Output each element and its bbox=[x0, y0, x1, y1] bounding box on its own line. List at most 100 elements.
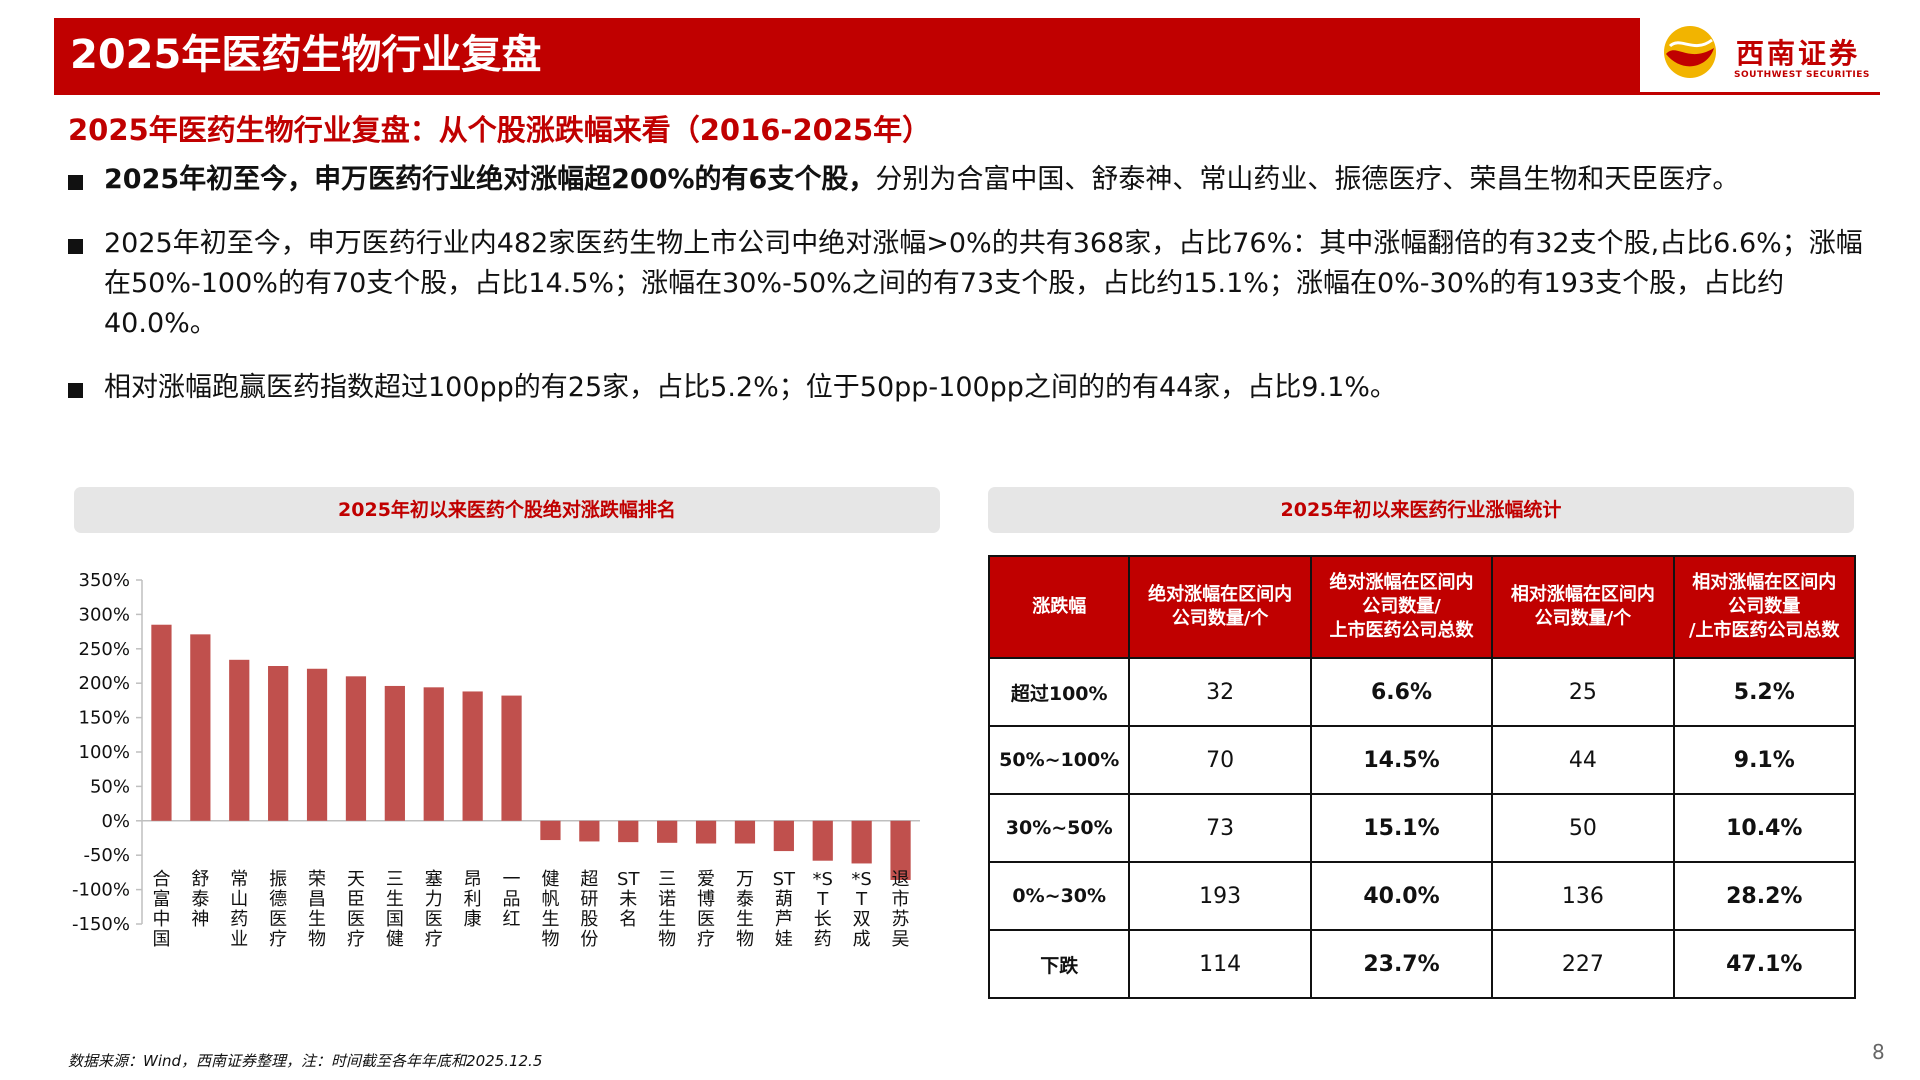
bar-chart: 350% 300% 250% 200% 150% 100% 50% 0% -50% -100% -1… bbox=[72, 570, 920, 935]
bullet-item: 2025年初至今，申万医药行业内482家医药生物上市公司中绝对涨幅>0%的共有3… bbox=[68, 224, 1878, 344]
table-cell: 32 bbox=[1128, 657, 1312, 727]
y-tick-label: -150% bbox=[72, 914, 130, 935]
bar bbox=[812, 820, 833, 861]
table-header-row: 涨跌幅 绝对涨幅在区间内 公司数量/个 绝对涨幅在区间内 公司数量/上市医药公司总数… bbox=[987, 555, 1857, 659]
table-cell: 193 bbox=[1128, 861, 1312, 931]
x-tick-label: 常山药业 bbox=[230, 868, 249, 950]
y-tick-label: -50% bbox=[83, 845, 130, 866]
bar bbox=[657, 820, 678, 843]
x-tick-label: 振德医疗 bbox=[269, 868, 288, 950]
bullet-item: 2025年初至今，申万医药行业绝对涨幅超200%的有6支个股，分别为合富中国、舒… bbox=[68, 160, 1878, 200]
y-tick-label: 300% bbox=[79, 604, 130, 625]
bar bbox=[890, 820, 911, 880]
x-tick-label: 舒泰神 bbox=[191, 868, 210, 930]
y-tick-label: -100% bbox=[72, 880, 130, 901]
bar bbox=[423, 687, 444, 821]
table-cell: 40.0% bbox=[1309, 861, 1494, 931]
table-cell: 6.6% bbox=[1309, 657, 1494, 727]
x-tick-label: 三诺生物 bbox=[658, 868, 677, 950]
page-title: 2025年医药生物行业复盘 bbox=[70, 32, 542, 78]
bullet-bold-text: 2025年初至今，申万医药行业绝对涨幅超200%的有6支个股， bbox=[104, 164, 876, 195]
table-row: 超过100% 32 6.6% 25 5.2% bbox=[987, 657, 1857, 727]
bullet-item: 相对涨幅跑赢医药指数超过100pp的有25家，占比5.2%；位于50pp-100… bbox=[68, 368, 1878, 408]
table-cell: 44 bbox=[1491, 725, 1675, 795]
header-bar: 2025年医药生物行业复盘 bbox=[54, 18, 1640, 92]
x-tick-label: ST葫芦娃 bbox=[772, 868, 796, 950]
table-header-cell: 相对涨幅在区间内 公司数量/个 bbox=[1491, 555, 1675, 659]
bar bbox=[151, 624, 172, 821]
source-footnote: 数据来源：Wind，西南证券整理，注：时间截至各年年底和2025.12.5 bbox=[68, 1052, 543, 1070]
bullet-square-icon bbox=[68, 175, 83, 190]
y-tick-label: 350% bbox=[79, 570, 130, 591]
page-number: 8 bbox=[1872, 1040, 1885, 1064]
bullet-text: 相对涨幅跑赢医药指数超过100pp的有25家，占比5.2%；位于50pp-100… bbox=[104, 372, 1397, 403]
y-tick-label: 100% bbox=[79, 742, 130, 763]
bar bbox=[501, 695, 522, 821]
bar bbox=[462, 691, 483, 821]
x-tick-label: *ST双成 bbox=[851, 868, 872, 950]
bar bbox=[579, 820, 600, 842]
table-cell-range: 50%~100% bbox=[987, 725, 1131, 795]
bullet-list: 2025年初至今，申万医药行业绝对涨幅超200%的有6支个股，分别为合富中国、舒… bbox=[68, 160, 1878, 432]
bar bbox=[384, 685, 405, 821]
company-logo: 西南证券 SOUTHWEST SECURITIES bbox=[1640, 18, 1880, 92]
x-tick-label: 万泰生物 bbox=[735, 868, 754, 950]
table-header-cell: 涨跌幅 bbox=[987, 555, 1131, 659]
table-cell: 10.4% bbox=[1672, 793, 1857, 863]
table-row: 50%~100% 70 14.5% 44 9.1% bbox=[987, 725, 1857, 795]
x-tick-label: 塞力医疗 bbox=[424, 868, 443, 950]
stats-table: 涨跌幅 绝对涨幅在区间内 公司数量/个 绝对涨幅在区间内 公司数量/上市医药公司总数… bbox=[987, 555, 1857, 999]
table-cell: 15.1% bbox=[1309, 793, 1494, 863]
logo-text-en: SOUTHWEST SECURITIES bbox=[1734, 70, 1870, 80]
table-cell: 23.7% bbox=[1309, 929, 1494, 999]
bar bbox=[540, 820, 561, 841]
table-cell: 73 bbox=[1128, 793, 1312, 863]
table-cell-range: 0%~30% bbox=[987, 861, 1131, 931]
bar bbox=[190, 634, 211, 821]
x-tick-label: 爱博医疗 bbox=[697, 868, 716, 950]
bullet-square-icon bbox=[68, 383, 83, 398]
table-cell: 5.2% bbox=[1672, 657, 1857, 727]
bar bbox=[695, 820, 717, 844]
bar bbox=[268, 666, 289, 821]
table-cell-range: 下跌 bbox=[987, 929, 1131, 999]
table-cell: 28.2% bbox=[1672, 861, 1857, 931]
table-cell: 114 bbox=[1128, 929, 1312, 999]
bullet-text: 分别为合富中国、舒泰神、常山药业、振德医疗、荣昌生物和天臣医疗。 bbox=[875, 164, 1740, 195]
bar bbox=[851, 820, 872, 864]
x-tick-label: 一品红 bbox=[502, 868, 521, 930]
bar bbox=[306, 668, 328, 821]
x-tick-label: 健帆生物 bbox=[541, 868, 560, 950]
table-header-cell: 绝对涨幅在区间内 公司数量/上市医药公司总数 bbox=[1309, 555, 1494, 659]
bar bbox=[345, 676, 367, 821]
logo-text-cn: 西南证券 bbox=[1736, 37, 1861, 70]
table-cell: 50 bbox=[1491, 793, 1675, 863]
x-tick-label: 超研股份 bbox=[580, 868, 599, 950]
table-cell: 25 bbox=[1491, 657, 1675, 727]
table-cell: 14.5% bbox=[1309, 725, 1494, 795]
x-tick-label: *ST长药 bbox=[812, 868, 833, 950]
y-tick-label: 50% bbox=[90, 776, 130, 797]
bullet-text: 2025年初至今，申万医药行业内482家医药生物上市公司中绝对涨幅>0%的共有3… bbox=[104, 228, 1863, 339]
y-tick-label: 200% bbox=[79, 673, 130, 694]
bar bbox=[618, 820, 639, 843]
table-row: 下跌 114 23.7% 227 47.1% bbox=[987, 929, 1857, 999]
bullet-square-icon bbox=[68, 239, 83, 254]
table-cell-range: 超过100% bbox=[987, 657, 1131, 727]
chart-panel-title: 2025年初以来医药个股绝对涨跌幅排名 bbox=[74, 487, 940, 533]
x-tick-label: 合富中国 bbox=[152, 868, 171, 950]
logo-mark-icon bbox=[1664, 26, 1716, 78]
x-tick-label: 荣昌生物 bbox=[308, 868, 327, 950]
y-tick-label: 0% bbox=[101, 811, 130, 832]
section-subtitle: 2025年医药生物行业复盘：从个股涨跌幅来看（2016-2025年） bbox=[68, 113, 932, 147]
table-header-cell: 相对涨幅在区间内 公司数量/上市医药公司总数 bbox=[1672, 555, 1857, 659]
table-cell: 70 bbox=[1128, 725, 1312, 795]
table-row: 30%~50% 73 15.1% 50 10.4% bbox=[987, 793, 1857, 863]
table-cell: 136 bbox=[1491, 861, 1675, 931]
table-cell: 9.1% bbox=[1672, 725, 1857, 795]
table-cell-range: 30%~50% bbox=[987, 793, 1131, 863]
table-cell: 47.1% bbox=[1672, 929, 1857, 999]
y-tick-label: 250% bbox=[79, 639, 130, 660]
table-header-cell: 绝对涨幅在区间内 公司数量/个 bbox=[1128, 555, 1312, 659]
header-divider bbox=[54, 92, 1880, 95]
